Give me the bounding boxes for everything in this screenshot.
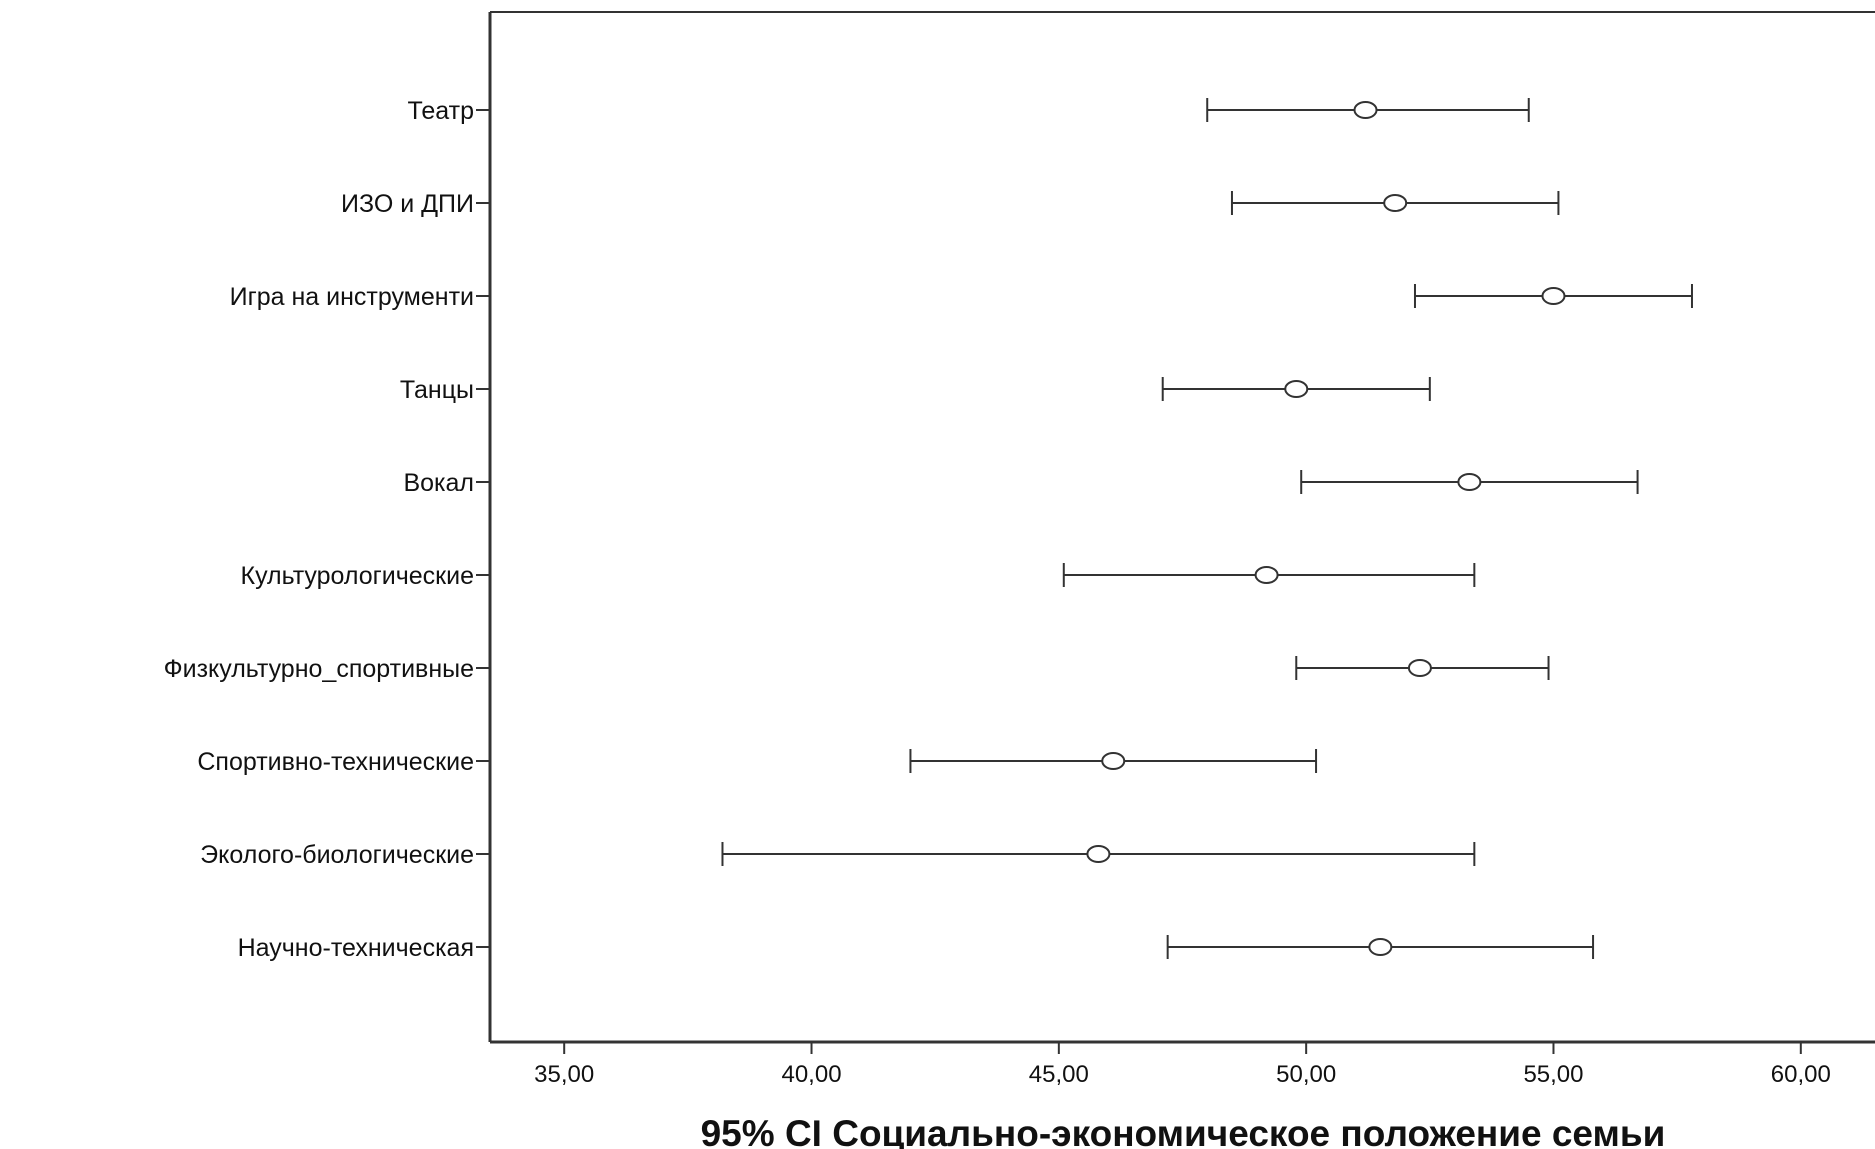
- mean-marker: [1541, 287, 1566, 305]
- mean-marker: [1383, 194, 1408, 212]
- mean-marker: [1457, 473, 1482, 491]
- category-label: Научно-техническая: [238, 934, 474, 962]
- x-axis-title: 95% CI Социально-экономическое положение…: [701, 1113, 1666, 1149]
- category-label: Вокал: [403, 469, 474, 497]
- category-label: ИЗО и ДПИ: [341, 190, 474, 218]
- error-bars: [721, 98, 1693, 959]
- category-label: Физкультурно_спортивные: [164, 655, 474, 683]
- category-label: Танцы: [400, 376, 474, 404]
- x-tick-label: 35,00: [534, 1061, 594, 1088]
- mean-marker: [1407, 659, 1432, 677]
- x-tick-label: 40,00: [781, 1061, 841, 1088]
- category-label: Театр: [408, 97, 474, 125]
- mean-marker: [1086, 845, 1111, 863]
- x-axis: 35,00 40,00 45,00 50,00 55,00 60,00: [534, 1042, 1831, 1088]
- category-label: Спортивно-технические: [197, 748, 474, 776]
- mean-marker: [1284, 380, 1309, 398]
- category-label: Культурологические: [241, 562, 474, 590]
- category-label: Эколого-биологические: [200, 841, 474, 869]
- x-tick-label: 45,00: [1029, 1061, 1089, 1088]
- x-tick-label: 55,00: [1523, 1061, 1583, 1088]
- mean-marker: [1101, 752, 1126, 770]
- mean-marker: [1368, 938, 1393, 956]
- plot-frame: [488, 11, 1875, 1044]
- mean-marker: [1353, 101, 1378, 119]
- x-tick-label: 60,00: [1771, 1061, 1831, 1088]
- category-axis: Театр ИЗО и ДПИ Игра на инструменти Танцы Во…: [164, 97, 490, 962]
- x-tick-label: 50,00: [1276, 1061, 1336, 1088]
- mean-marker: [1254, 566, 1279, 584]
- category-label: Игра на инструменти: [230, 283, 474, 311]
